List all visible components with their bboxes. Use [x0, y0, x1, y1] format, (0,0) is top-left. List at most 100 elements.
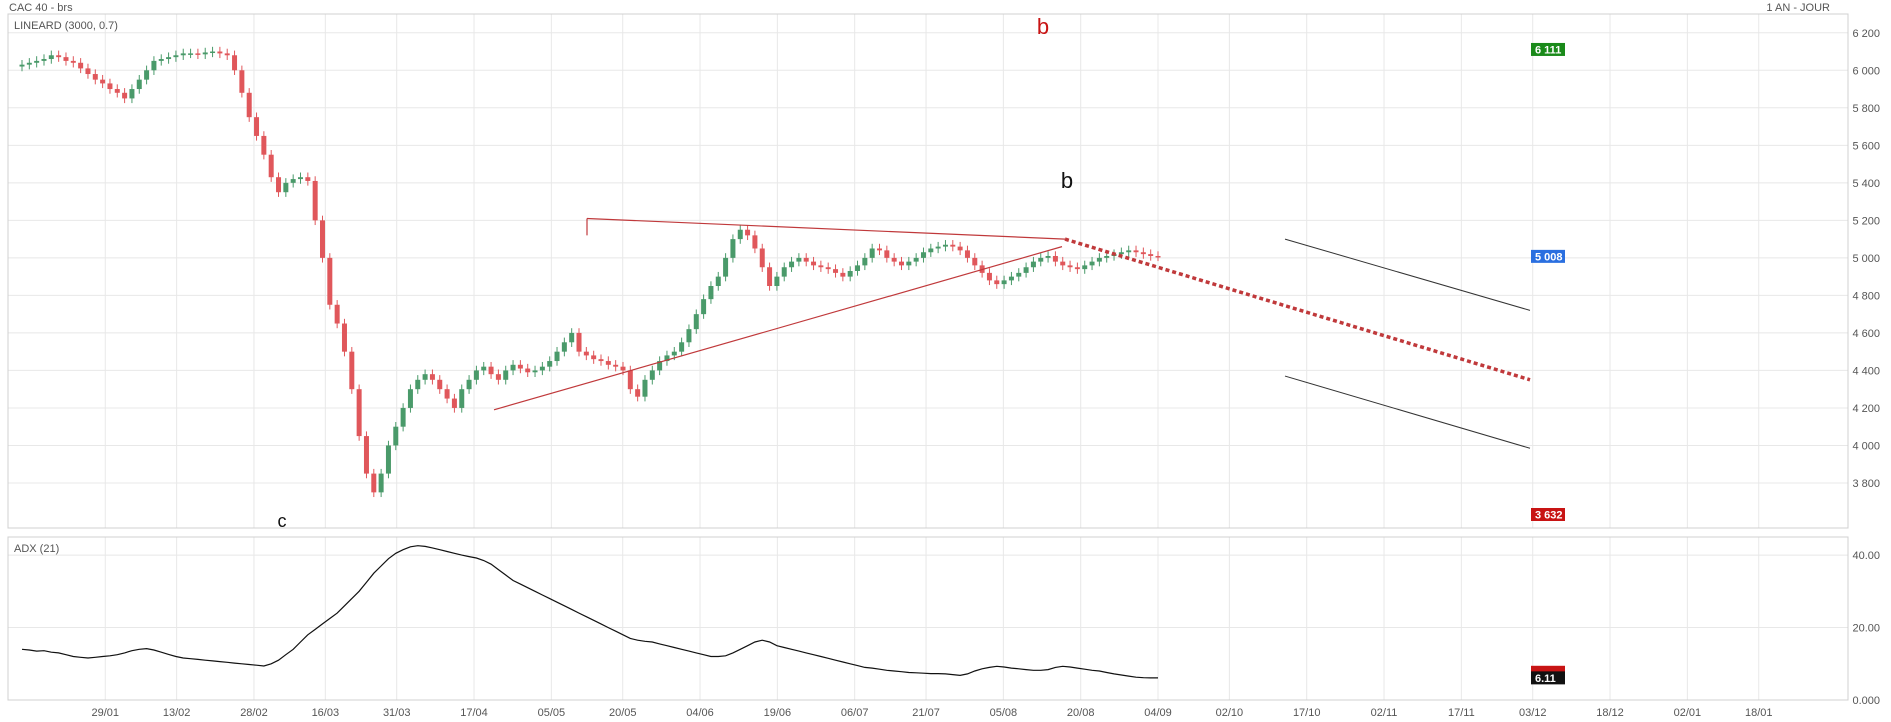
candle-body	[261, 135, 267, 155]
candle	[833, 264, 839, 278]
candle	[319, 215, 325, 263]
candle-body	[994, 280, 1000, 285]
candle-body	[964, 250, 970, 258]
candle-body	[114, 89, 120, 93]
candle	[503, 365, 509, 385]
candle-body	[767, 267, 773, 287]
candle-body	[232, 55, 238, 71]
candle	[202, 47, 208, 60]
candle-body	[1067, 265, 1073, 268]
candle-body	[547, 361, 553, 367]
candle-body	[1052, 255, 1058, 262]
candle-body	[202, 52, 208, 55]
candle	[158, 54, 164, 66]
candle	[906, 256, 912, 271]
candle	[34, 56, 40, 68]
trend-lines	[493, 217, 1531, 449]
candle-body	[1126, 250, 1132, 253]
x-tick-label: 17/10	[1293, 707, 1321, 719]
candle	[913, 253, 919, 267]
candle	[210, 46, 216, 58]
y-tick-label: 4 200	[1852, 403, 1880, 415]
candle	[884, 245, 890, 263]
candle	[166, 52, 172, 64]
candle	[701, 294, 707, 319]
candle	[679, 337, 685, 357]
candle	[305, 172, 311, 186]
candle	[752, 230, 758, 254]
candle-body	[869, 248, 875, 258]
candle-body	[349, 351, 355, 390]
adx-indicator-label: ADX (21)	[14, 543, 59, 555]
candle-body	[70, 60, 76, 63]
candle-body	[239, 70, 245, 93]
candle	[1074, 262, 1080, 274]
candle	[942, 240, 948, 252]
candle	[1038, 253, 1044, 267]
candle-body	[393, 426, 399, 446]
badge-text: 3 632	[1535, 509, 1563, 521]
badge-text: 5 008	[1535, 251, 1563, 263]
candle-body	[598, 359, 604, 362]
candle-body	[466, 379, 472, 390]
candle	[869, 243, 875, 263]
candle-body	[78, 62, 84, 69]
badge-text: 6 111	[1535, 44, 1561, 56]
candle-body	[942, 244, 948, 247]
candle-body	[898, 261, 904, 266]
candle-body	[679, 342, 685, 352]
candle	[422, 369, 428, 385]
candle-body	[862, 257, 868, 266]
candle	[298, 172, 304, 184]
candle	[488, 361, 494, 379]
x-tick-label: 04/06	[686, 707, 714, 719]
candle-body	[56, 55, 62, 58]
candle-body	[290, 179, 296, 183]
candle-body	[503, 370, 509, 380]
candle-body	[657, 361, 663, 371]
candle	[649, 365, 655, 385]
candle-body	[613, 364, 619, 367]
candle	[400, 403, 406, 432]
candle-body	[855, 265, 861, 271]
period-label[interactable]: 1 AN - JOUR	[1766, 2, 1830, 14]
y-tick-label: 4 000	[1852, 440, 1880, 452]
candle-body	[950, 244, 956, 247]
candle	[745, 225, 751, 241]
candle	[78, 58, 84, 74]
x-tick-label: 18/12	[1596, 707, 1624, 719]
candle	[122, 88, 128, 104]
candle	[1008, 271, 1014, 286]
candle-body	[217, 51, 223, 54]
candle	[85, 63, 91, 79]
candle	[517, 360, 523, 374]
candle-body	[1118, 252, 1124, 255]
x-tick-label: 02/10	[1216, 707, 1244, 719]
candle	[415, 375, 421, 394]
candle-body	[818, 265, 824, 268]
candle	[825, 262, 831, 274]
candle-body	[796, 257, 802, 262]
candle	[774, 271, 780, 291]
candle-body	[730, 239, 736, 258]
candle	[957, 241, 963, 256]
candle-body	[298, 177, 304, 180]
candle	[144, 65, 150, 85]
candle-body	[789, 261, 795, 268]
adx-line	[21, 545, 1158, 679]
candle-body	[554, 351, 560, 362]
candle-body	[254, 117, 260, 136]
candle-body	[635, 389, 641, 397]
candle-body	[1148, 254, 1154, 256]
candle-body	[803, 257, 809, 262]
candle-body	[517, 364, 523, 369]
candle-body	[664, 355, 670, 362]
y-tick-label: 4 600	[1852, 328, 1880, 340]
candle	[1133, 245, 1139, 257]
candle	[525, 363, 531, 377]
candle	[510, 360, 516, 376]
y-tick-label: 40.00	[1852, 550, 1880, 562]
candle-body	[1133, 250, 1139, 253]
candle	[356, 384, 362, 441]
candle-body	[63, 57, 69, 61]
